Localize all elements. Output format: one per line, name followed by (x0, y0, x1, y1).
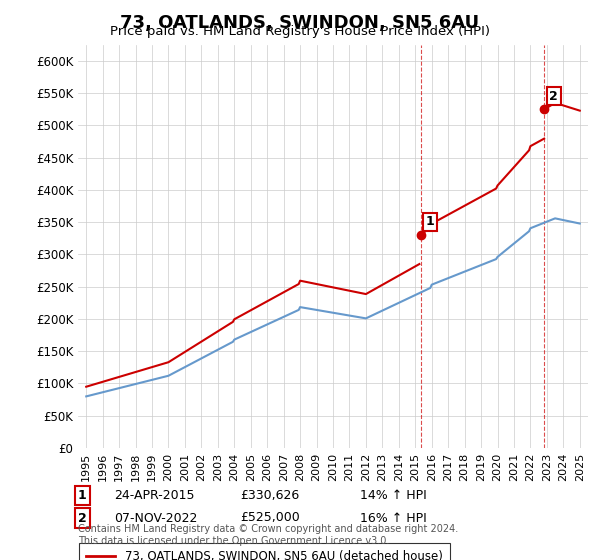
Text: 1: 1 (425, 215, 434, 228)
Legend: 73, OATLANDS, SWINDON, SN5 6AU (detached house), HPI: Average price, detached ho: 73, OATLANDS, SWINDON, SN5 6AU (detached… (79, 543, 450, 560)
Text: 14% ↑ HPI: 14% ↑ HPI (360, 489, 427, 502)
Text: 2: 2 (550, 90, 558, 102)
Text: 16% ↑ HPI: 16% ↑ HPI (360, 511, 427, 525)
Text: 73, OATLANDS, SWINDON, SN5 6AU: 73, OATLANDS, SWINDON, SN5 6AU (121, 14, 479, 32)
Text: £525,000: £525,000 (240, 511, 300, 525)
Text: 07-NOV-2022: 07-NOV-2022 (114, 511, 197, 525)
Text: Contains HM Land Registry data © Crown copyright and database right 2024.
This d: Contains HM Land Registry data © Crown c… (78, 524, 458, 546)
Text: Price paid vs. HM Land Registry's House Price Index (HPI): Price paid vs. HM Land Registry's House … (110, 25, 490, 38)
Text: 2: 2 (78, 511, 87, 525)
Text: £330,626: £330,626 (240, 489, 299, 502)
Text: 1: 1 (78, 489, 87, 502)
Text: 24-APR-2015: 24-APR-2015 (114, 489, 194, 502)
